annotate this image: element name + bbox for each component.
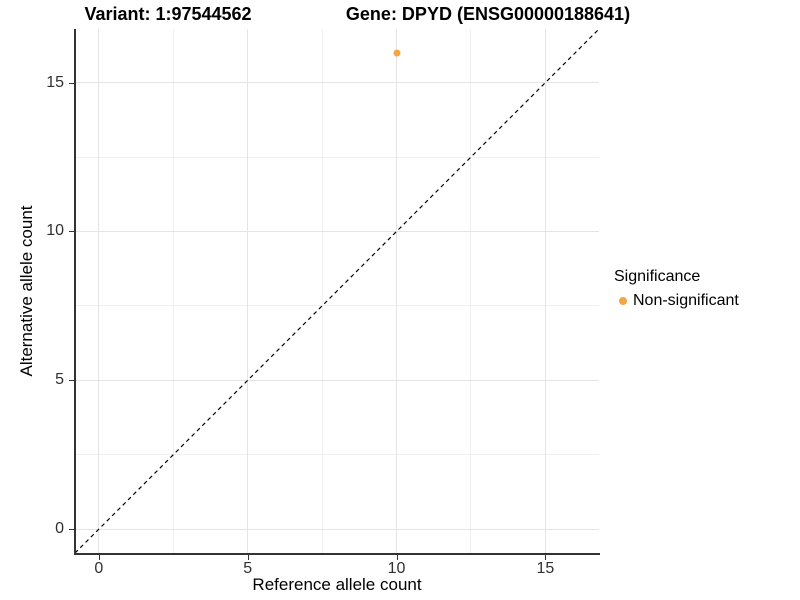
minor-gridline-vertical [470,29,472,553]
minor-gridline-vertical [321,29,323,553]
data-point [393,49,401,57]
legend: Significance Non-significant [614,268,739,309]
y-tick-label: 0 [55,520,64,538]
x-tick-label: 15 [536,560,555,577]
x-tick-mark [98,555,100,560]
variant-title: Variant: 1:97544562 [84,4,252,24]
x-tick-mark [396,555,398,560]
plot-panel [75,29,599,553]
legend-key-dot [619,296,627,305]
x-tick-label: 0 [94,560,104,577]
minor-gridline-vertical [172,29,174,553]
major-gridline-horizontal [75,82,599,84]
y-axis-title: Alternative allele count [17,205,36,377]
minor-gridline-horizontal [75,454,599,456]
minor-gridline-horizontal [75,305,599,307]
x-tick-mark [545,555,547,560]
identity-line-layer [75,29,599,553]
major-gridline-vertical [544,29,546,553]
major-gridline-vertical [247,29,249,553]
gene-title: Gene: DPYD (ENSG00000188641) [345,4,631,24]
y-tick-mark [69,529,74,531]
legend-title: Significance [614,268,701,285]
x-tick-label: 5 [243,560,253,577]
legend-items: Non-significant [614,292,739,309]
y-tick-label: 10 [46,222,64,240]
major-gridline-horizontal [75,230,599,232]
major-gridline-vertical [98,29,100,553]
major-gridline-horizontal [75,379,599,381]
x-tick-label: 10 [387,560,406,577]
major-gridline-horizontal [75,528,599,530]
x-axis-line [74,553,600,555]
major-gridline-vertical [396,29,398,553]
minor-gridline-horizontal [75,156,599,158]
x-tick-mark [247,555,249,560]
y-tick-mark [69,380,74,382]
x-axis-title: Reference allele count [252,575,422,594]
y-tick-mark [69,82,74,84]
legend-item: Non-significant [614,292,739,309]
legend-item-label: Non-significant [633,291,739,309]
y-tick-label: 5 [55,371,64,389]
y-tick-label: 15 [46,73,64,91]
identity-dashed-line [75,29,599,553]
y-tick-mark [69,231,74,233]
y-axis-line [74,29,76,554]
